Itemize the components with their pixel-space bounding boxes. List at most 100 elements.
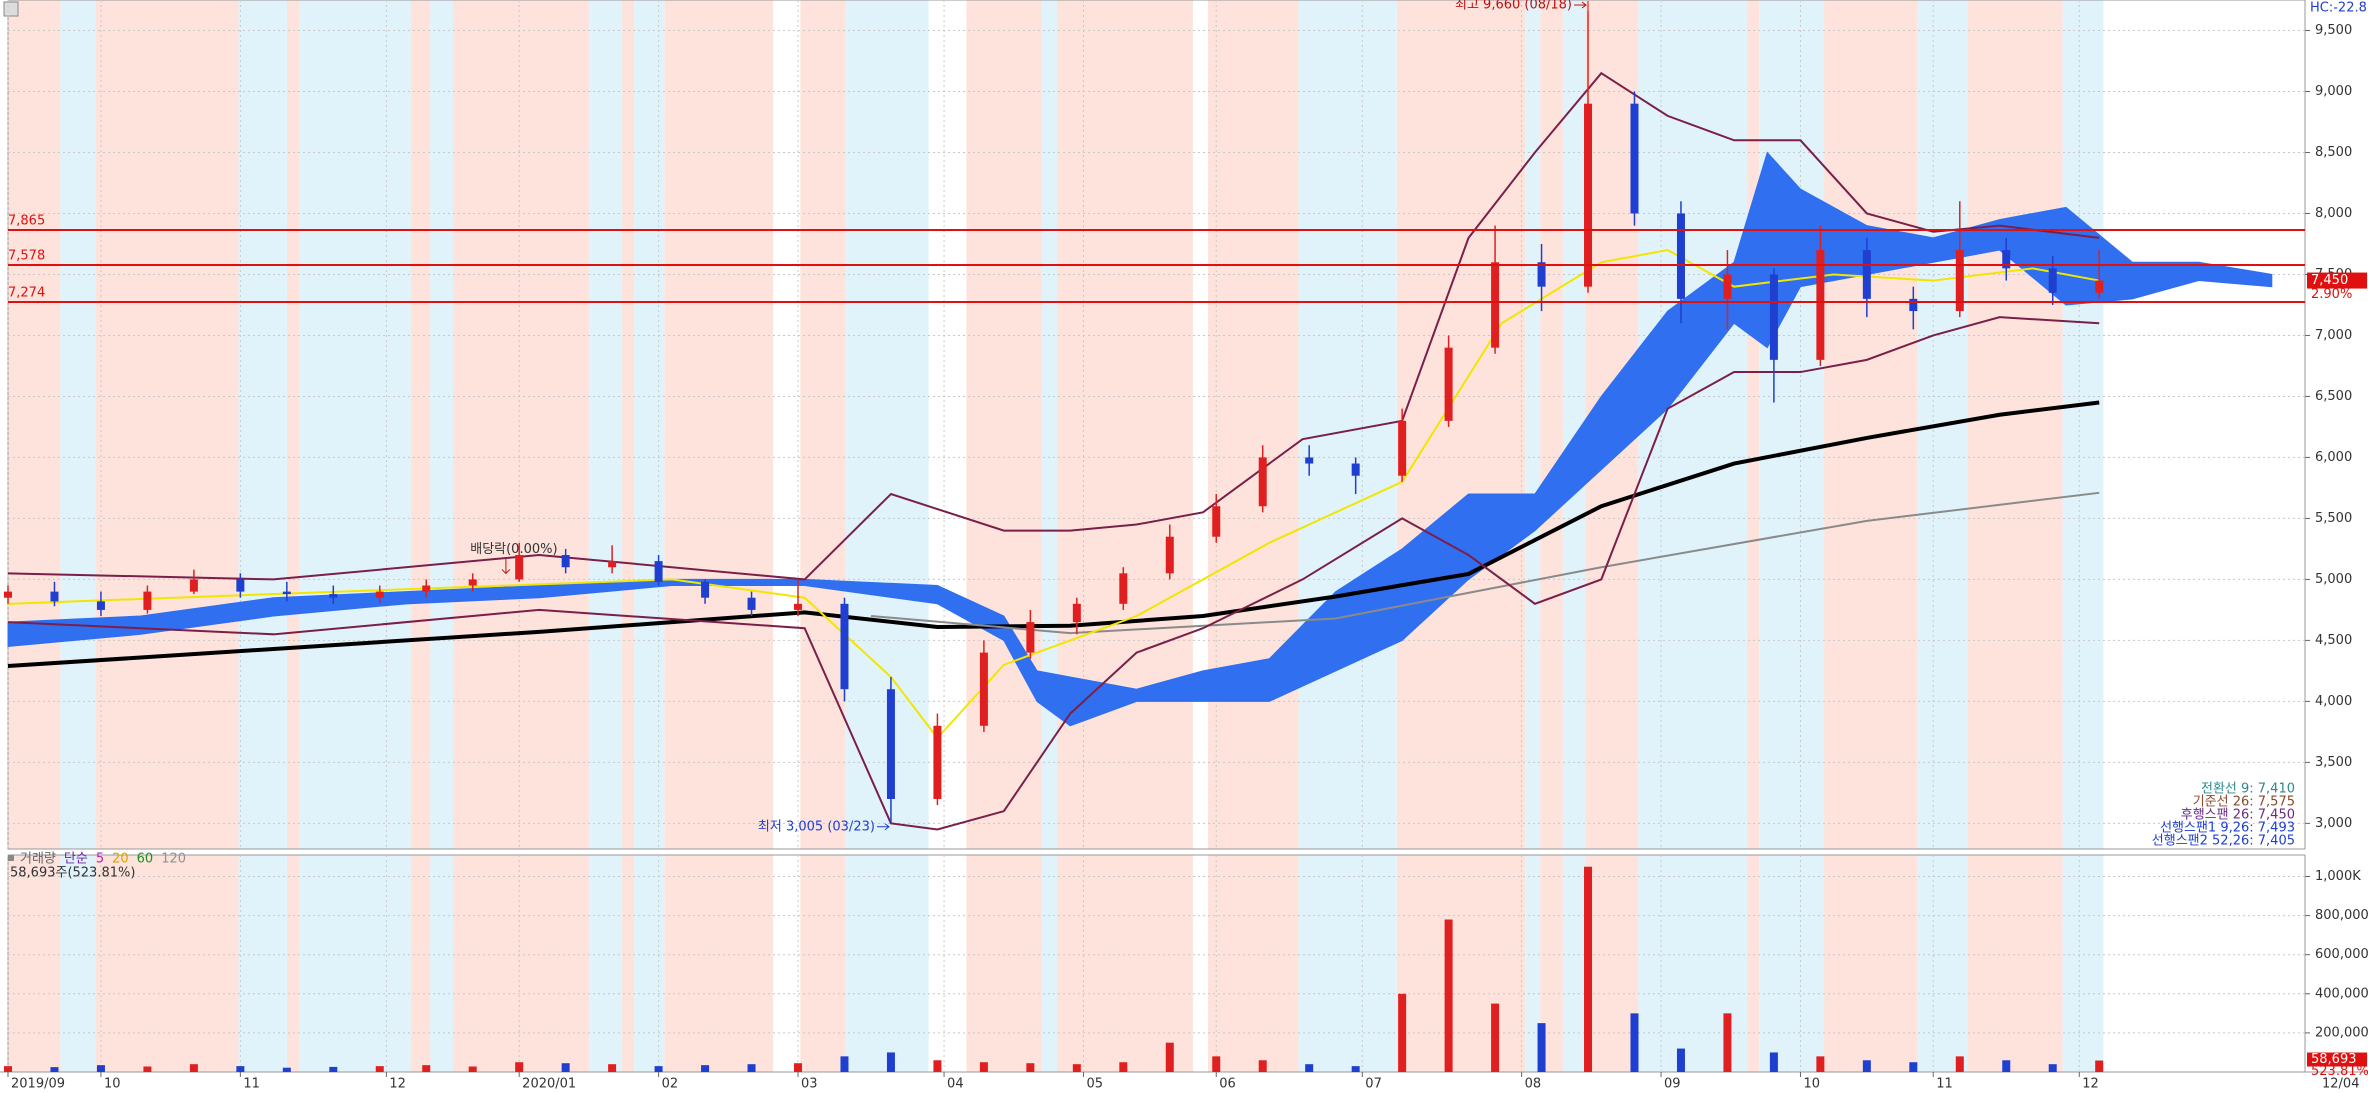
y-tick-label: 200,000: [2315, 1025, 2368, 1040]
y-tick-label: 600,000: [2315, 947, 2368, 962]
volume-bar: [329, 1066, 338, 1072]
volume-bar: [1398, 993, 1407, 1072]
volume-bar: [422, 1065, 431, 1072]
session-band: [588, 0, 623, 849]
corner-label: HC:-22.8: [2310, 1, 2367, 16]
x-tick-label: 07: [1365, 1077, 1382, 1092]
annotation: 최저 3,005 (03/23): [758, 819, 875, 834]
session-band: [622, 0, 635, 849]
volume-bar: [2048, 1064, 2057, 1072]
volume-tag-label: 58,693: [2311, 1052, 2357, 1067]
session-band: [298, 0, 411, 849]
volume-bar: [933, 1060, 942, 1072]
candle-body: [886, 689, 895, 799]
volume-bar: [1769, 1052, 1778, 1072]
session-band: [1525, 855, 1541, 1072]
candle-body: [1909, 298, 1918, 312]
session-band: [410, 855, 431, 1072]
session-band: [430, 855, 453, 1072]
y-tick-label: 7,000: [2315, 328, 2352, 343]
candle-body: [608, 561, 617, 568]
volume-bar: [654, 1066, 663, 1072]
candle-body: [2095, 280, 2104, 293]
y-tick-label: 9,000: [2315, 84, 2352, 99]
session-band: [966, 0, 1042, 849]
x-tick-label: 2020/01: [522, 1077, 576, 1092]
session-band: [1759, 0, 1825, 849]
session-band: [1824, 0, 1918, 849]
x-tick-label: 04: [947, 1077, 964, 1092]
candle-body: [794, 603, 803, 610]
legend-entry: 후행스팬 26: 7,450: [2181, 807, 2295, 823]
volume-bar: [1862, 1060, 1871, 1072]
y-tick-label: 5,500: [2315, 511, 2352, 526]
cloud: [7, 151, 2273, 727]
legend-entry: 전환선 9: 7,410: [2201, 782, 2295, 797]
session-band: [800, 0, 846, 849]
session-band: [800, 855, 846, 1072]
volume-bar: [1955, 1056, 1964, 1072]
volume-bar: [1723, 1013, 1732, 1072]
volume-bar: [1305, 1064, 1314, 1072]
volume-legend-period: 5: [96, 852, 104, 867]
y-tick-label: 4,500: [2315, 633, 2352, 648]
volume-legend-period: 120: [161, 852, 186, 867]
session-band: [430, 0, 453, 849]
volume-bar: [143, 1066, 152, 1072]
candle-body: [1351, 463, 1360, 476]
volume-bar: [886, 1052, 895, 1072]
legend-entry: 선행스팬1 9,26: 7,493: [2160, 820, 2295, 836]
volume-bar: [50, 1067, 59, 1072]
cursor-date: 12/04: [2322, 1077, 2359, 1092]
candle-body: [1305, 457, 1314, 464]
session-band: [2062, 0, 2104, 849]
session-band: [1298, 855, 1397, 1072]
volume-legend-period: 20: [112, 852, 129, 867]
session-band: [238, 0, 287, 849]
candle-body: [701, 581, 710, 598]
y-tick-label: 6,500: [2315, 389, 2352, 404]
session-band: [1041, 855, 1057, 1072]
session-band: [1824, 855, 1918, 1072]
volume-legend-period: 60: [137, 852, 154, 867]
session-band: [634, 855, 665, 1072]
candle-body: [1165, 536, 1174, 574]
change-label: 2.90%: [2311, 287, 2352, 302]
volume-bar: [2095, 1060, 2104, 1072]
candle-body: [1212, 506, 1221, 537]
volume-bar: [840, 1056, 849, 1072]
volume-bar: [1165, 1042, 1174, 1072]
x-tick-label: 08: [1525, 1077, 1542, 1092]
volume-bar: [1537, 1023, 1546, 1072]
volume-bar: [1444, 919, 1453, 1072]
volume-bar: [1351, 1066, 1360, 1072]
candle-body: [143, 591, 152, 610]
volume-bar: [608, 1064, 617, 1072]
support-label: 7,274: [8, 286, 45, 301]
volume-bar: [701, 1065, 710, 1072]
volume-bar: [1909, 1062, 1918, 1072]
session-band: [238, 855, 287, 1072]
volume-bar: [1816, 1056, 1825, 1072]
session-band: [1747, 0, 1760, 849]
x-tick-label: 05: [1086, 1077, 1103, 1092]
session-band: [410, 0, 431, 849]
session-band: [60, 0, 96, 849]
volume-tag-ratio: 523.81%: [2311, 1064, 2368, 1079]
y-tick-label: 6,000: [2315, 450, 2352, 465]
session-band: [453, 0, 589, 849]
session-band: [1057, 855, 1193, 1072]
x-tick-label: 11: [1936, 1077, 1953, 1092]
session-band: [1562, 0, 1586, 849]
y-tick-label: 1,000K: [2315, 869, 2361, 884]
candle-body: [329, 594, 338, 598]
volume-bar: [515, 1062, 524, 1072]
session-band: [286, 0, 299, 849]
y-tick-label: 800,000: [2315, 908, 2368, 923]
candle-body: [1630, 103, 1639, 214]
session-band: [1525, 0, 1541, 849]
y-tick-label: 3,000: [2315, 816, 2352, 831]
